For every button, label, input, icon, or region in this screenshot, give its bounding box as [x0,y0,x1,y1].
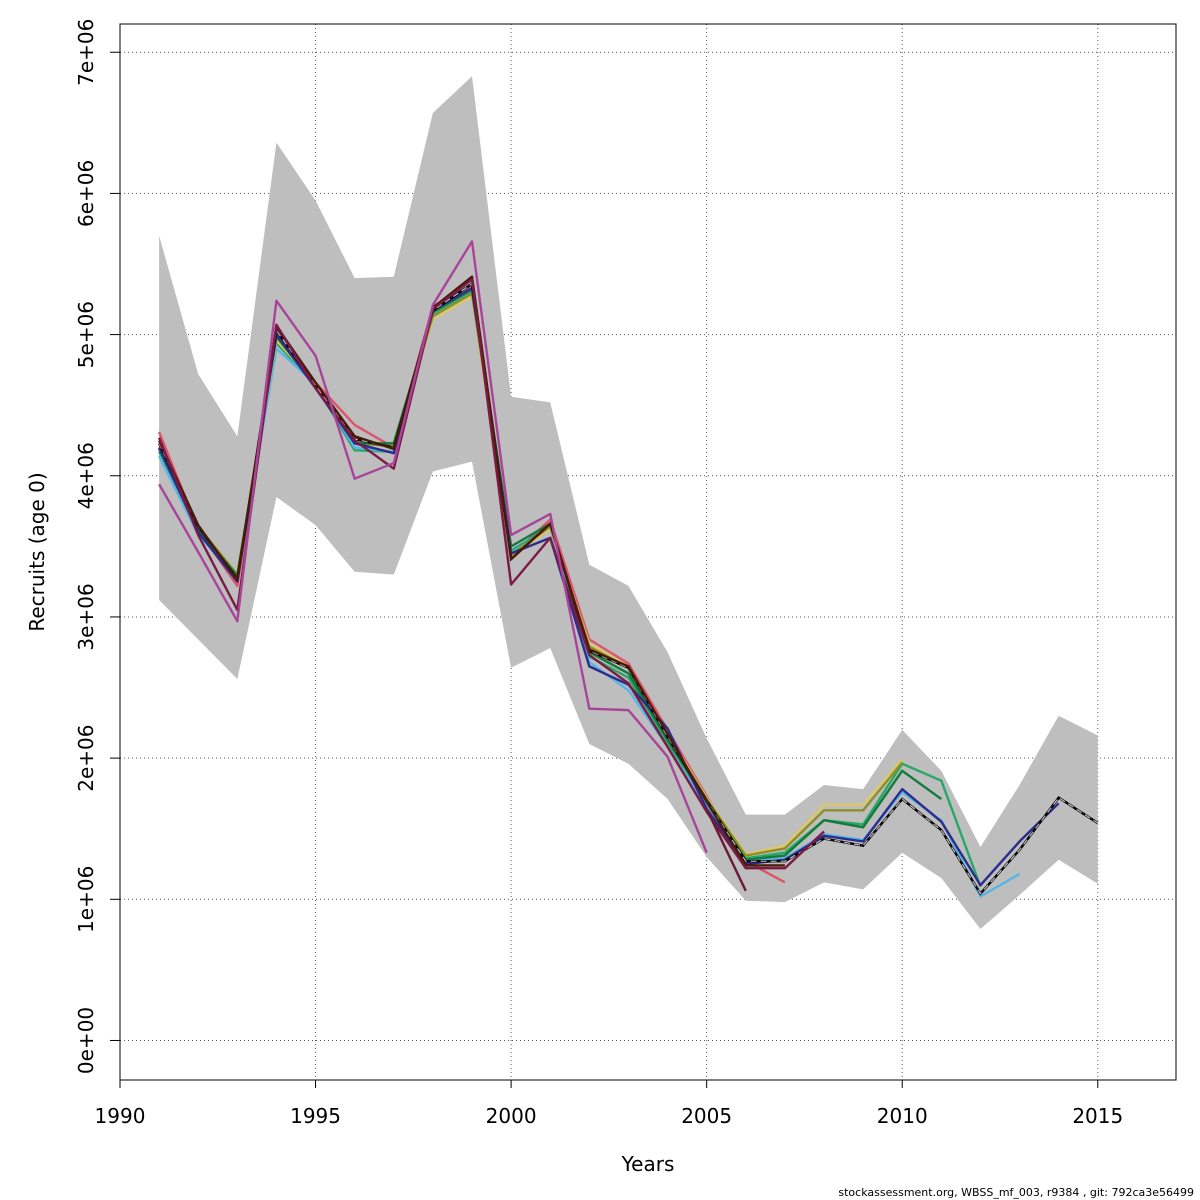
y-tick-label: 3e+06 [74,583,98,650]
y-tick-label: 2e+06 [74,724,98,791]
x-axis-title: Years [621,1152,675,1176]
x-tick-label: 2010 [877,1104,928,1128]
axes: 1990 1995 2000 2005 2010 2015 0e+00 1e+06 2e+06 3… [74,19,1177,1128]
y-tick-label: 0e+00 [74,1007,98,1074]
x-tick-label: 2015 [1072,1104,1123,1128]
series-line-10 [158,240,708,854]
y-tick-label: 5e+06 [74,301,98,368]
footer-credit: stockassessment.org, WBSS_mf_003, r9384 … [838,1186,1194,1199]
confidence-band [159,76,1098,929]
y-tick-label: 1e+06 [74,866,98,933]
confidence-band-area [159,76,1098,929]
x-tick-label: 1990 [95,1104,146,1128]
series-lines [157,240,1099,898]
series-line-11 [705,808,747,892]
y-tick-label: 4e+06 [74,442,98,509]
x-tick-label: 2000 [486,1104,537,1128]
y-tick-label: 6e+06 [74,160,98,227]
x-tick-label: 1995 [290,1104,341,1128]
plot-frame [119,23,1177,1081]
x-tick-label: 2005 [681,1104,732,1128]
y-axis-title: Recruits (age 0) [25,472,49,631]
y-tick-label: 7e+06 [74,19,98,86]
